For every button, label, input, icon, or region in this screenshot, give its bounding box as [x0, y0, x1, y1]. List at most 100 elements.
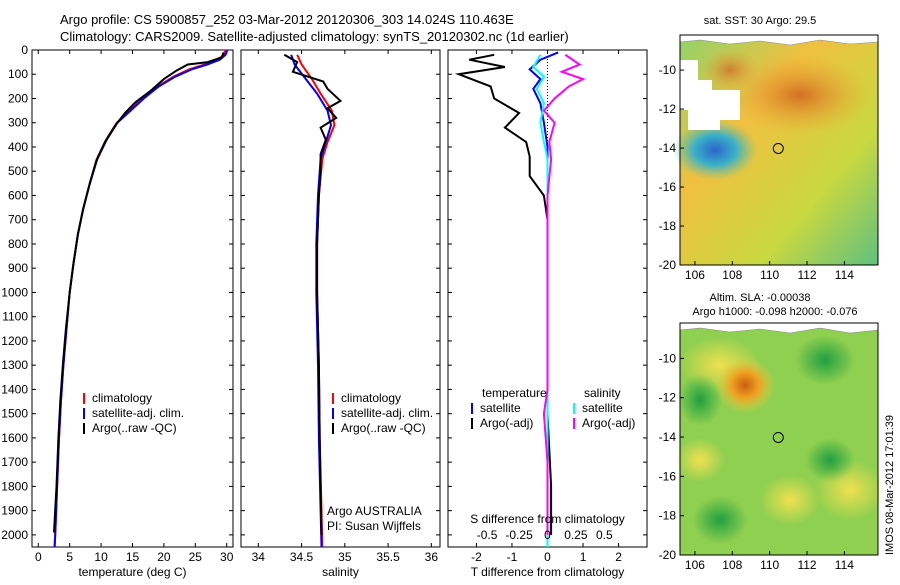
- difference-xtick-label: -2: [471, 550, 482, 564]
- depth-tick-label: 300: [8, 116, 28, 130]
- legend-salinity-title: salinity: [584, 386, 621, 400]
- depth-tick-label: 500: [8, 164, 28, 178]
- profile-charts: 0100200300400500600700800900100011001200…: [1, 43, 648, 579]
- map-ytick-label: -14: [659, 141, 677, 155]
- temperature-xlabel: temperature (deg C): [78, 565, 186, 579]
- map-xtick-label: 108: [722, 558, 742, 572]
- difference-top-xtick-label: 0: [544, 528, 551, 542]
- sst-missing-data: [680, 60, 740, 130]
- sla-map-title-line1: Altim. SLA: -0.00038: [710, 292, 811, 304]
- map-xtick-label: 112: [797, 268, 816, 282]
- temperature-series-argo-raw-qc-: [53, 52, 225, 533]
- map-ytick-label: -18: [659, 219, 677, 233]
- map-ytick-label: -10: [659, 63, 677, 77]
- difference-xtick-label: 1: [580, 550, 587, 564]
- depth-tick-label: 1300: [1, 358, 28, 372]
- map-xtick-label: 114: [835, 558, 854, 572]
- sla-map: 106 108 110 112 114 -10 -12 -14 -16 -18 -20: [659, 322, 885, 572]
- figure-title-line1: Argo profile: CS 5900857_252 03-Mar-2012…: [60, 12, 514, 27]
- map-ytick-label: -10: [659, 351, 677, 365]
- map-xtick-label: 114: [835, 268, 854, 282]
- depth-tick-label: 200: [8, 91, 28, 105]
- temperature-xtick-label: 5: [66, 550, 73, 564]
- difference-top-xtick-label: -0.25: [505, 528, 533, 542]
- map-ytick-label: -20: [659, 258, 677, 272]
- sst-warm-patch: [730, 55, 870, 135]
- temperature-legend-entry: Argo(..raw -QC): [92, 421, 177, 435]
- difference-xtick-label: 0: [544, 550, 551, 564]
- difference-xtick-label: -1: [507, 550, 518, 564]
- sla-low-patch: [692, 496, 748, 544]
- legend-salinity-entry: satellite: [582, 401, 623, 415]
- depth-tick-label: 1400: [1, 382, 28, 396]
- sla-map-frame: [679, 322, 879, 556]
- difference-top-xlabel: S difference from climatology: [470, 512, 625, 526]
- sla-low-patch: [678, 374, 722, 426]
- legend-temperature-entry: satellite: [480, 401, 521, 415]
- depth-tick-label: 900: [8, 261, 28, 275]
- map-xtick-label: 112: [797, 558, 816, 572]
- sla-map-title-line2: Argo h1000: -0.098 h2000: -0.076: [692, 306, 857, 318]
- sla-yellow-patch: [760, 475, 820, 525]
- map-ytick-label: -16: [659, 180, 677, 194]
- temperature-legend-entry: climatology: [92, 391, 152, 405]
- salinity-series-argo-raw-qc-: [283, 53, 343, 535]
- figure-title-line2: Climatology: CARS2009. Satellite-adjuste…: [60, 29, 569, 44]
- depth-tick-label: 400: [8, 140, 28, 154]
- depth-tick-label: 700: [8, 213, 28, 227]
- depth-tick-label: 2000: [1, 528, 28, 542]
- map-ytick-label: -12: [659, 391, 677, 405]
- map-xtick-label: 106: [685, 558, 705, 572]
- map-ytick-label: -12: [659, 102, 677, 116]
- imos-timestamp: IMOS 08-Mar-2012 17:01:39: [884, 415, 896, 555]
- difference-top-xtick-label: 0.5: [596, 528, 613, 542]
- difference-top-xtick-label: 0.25: [564, 528, 588, 542]
- depth-tick-label: 1900: [1, 504, 28, 518]
- sla-float-marker: [772, 432, 784, 443]
- sla-low-patch: [795, 335, 855, 385]
- depth-tick-label: 1000: [1, 285, 28, 299]
- salinity-legend-entry: Argo(..raw -QC): [341, 421, 426, 435]
- sla-low-patch: [805, 438, 855, 482]
- sst-cool-patch: [673, 120, 757, 180]
- map-ytick-label: -20: [659, 548, 677, 562]
- map-ytick-label: -16: [659, 469, 677, 483]
- legend-temperature-title: temperature: [482, 386, 547, 400]
- difference-xtick-label: 2: [615, 550, 622, 564]
- temperature-xtick-label: 20: [157, 550, 171, 564]
- depth-tick-label: 100: [8, 67, 28, 81]
- salinity-xtick-label: 35: [338, 550, 352, 564]
- depth-tick-label: 1600: [1, 431, 28, 445]
- salinity-annotation: Argo AUSTRALIA: [327, 504, 422, 518]
- depth-tick-label: 600: [8, 188, 28, 202]
- depth-tick-label: 1100: [2, 310, 28, 324]
- difference-xlabel: T difference from climatology: [471, 565, 625, 579]
- salinity-legend-entry: satellite-adj. clim.: [341, 406, 433, 420]
- temperature-xtick-label: 25: [189, 550, 203, 564]
- sla-yellow-patch: [675, 438, 725, 482]
- map-ytick-label: -14: [659, 430, 677, 444]
- salinity-xtick-label: 36: [425, 550, 439, 564]
- sla-high-patch: [715, 357, 775, 413]
- sst-map: 106 108 110 112 114 -10 -12 -14 -16 -18 -20: [659, 34, 879, 282]
- salinity-xtick-label: 34: [252, 550, 266, 564]
- temperature-xtick-label: 15: [126, 550, 140, 564]
- depth-tick-label: 1200: [1, 334, 28, 348]
- map-xtick-label: 106: [685, 268, 705, 282]
- salinity-plot-frame: [240, 49, 441, 548]
- map-xtick-label: 108: [722, 268, 742, 282]
- sst-map-title: sat. SST: 30 Argo: 29.5: [704, 15, 817, 27]
- legend-salinity-entry: Argo(-adj): [582, 416, 635, 430]
- difference-panel: -2 -1 0 1 2T difference from climatology temp…: [447, 49, 648, 579]
- salinity-panel: 34 34.5 35 35.5 36 salinity climatologysatelli…: [240, 49, 441, 579]
- map-ytick-label: -18: [659, 509, 677, 523]
- temperature-plot-frame: [31, 49, 234, 548]
- temperature-legend-entry: satellite-adj. clim.: [92, 406, 184, 420]
- temperature-xtick-label: 0: [35, 550, 42, 564]
- temperature-xtick-label: 10: [94, 550, 108, 564]
- map-xtick-label: 110: [760, 268, 779, 282]
- sst-float-marker: [772, 143, 784, 154]
- salinity-annotation: PI: Susan Wijffels: [327, 519, 421, 533]
- sst-warm-patch: [700, 48, 760, 92]
